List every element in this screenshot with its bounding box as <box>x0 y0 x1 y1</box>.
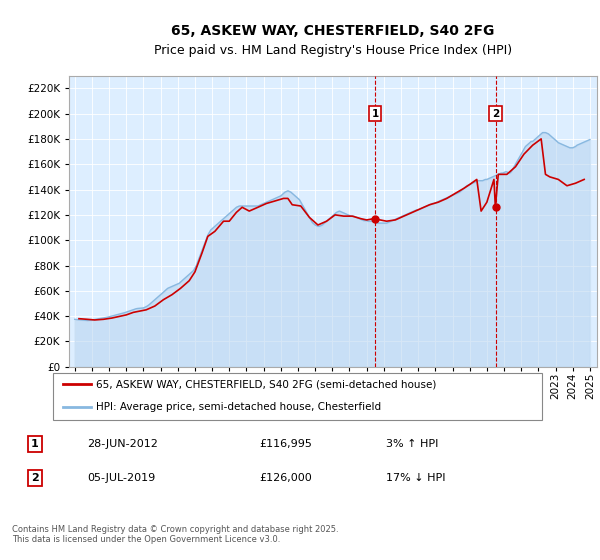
Text: 2: 2 <box>31 473 39 483</box>
Text: £116,995: £116,995 <box>260 439 313 449</box>
Text: 1: 1 <box>371 109 379 119</box>
Text: 28-JUN-2012: 28-JUN-2012 <box>87 439 158 449</box>
Text: Contains HM Land Registry data © Crown copyright and database right 2025.
This d: Contains HM Land Registry data © Crown c… <box>12 525 338 544</box>
Text: 3% ↑ HPI: 3% ↑ HPI <box>386 439 439 449</box>
Text: Price paid vs. HM Land Registry's House Price Index (HPI): Price paid vs. HM Land Registry's House … <box>154 44 512 57</box>
Text: 17% ↓ HPI: 17% ↓ HPI <box>386 473 446 483</box>
Text: 2: 2 <box>492 109 499 119</box>
FancyBboxPatch shape <box>53 374 542 420</box>
Text: 1: 1 <box>31 439 39 449</box>
Text: 05-JUL-2019: 05-JUL-2019 <box>87 473 155 483</box>
Text: HPI: Average price, semi-detached house, Chesterfield: HPI: Average price, semi-detached house,… <box>96 402 381 412</box>
Text: 65, ASKEW WAY, CHESTERFIELD, S40 2FG (semi-detached house): 65, ASKEW WAY, CHESTERFIELD, S40 2FG (se… <box>96 380 436 390</box>
Text: £126,000: £126,000 <box>260 473 313 483</box>
Text: 65, ASKEW WAY, CHESTERFIELD, S40 2FG: 65, ASKEW WAY, CHESTERFIELD, S40 2FG <box>172 24 494 38</box>
